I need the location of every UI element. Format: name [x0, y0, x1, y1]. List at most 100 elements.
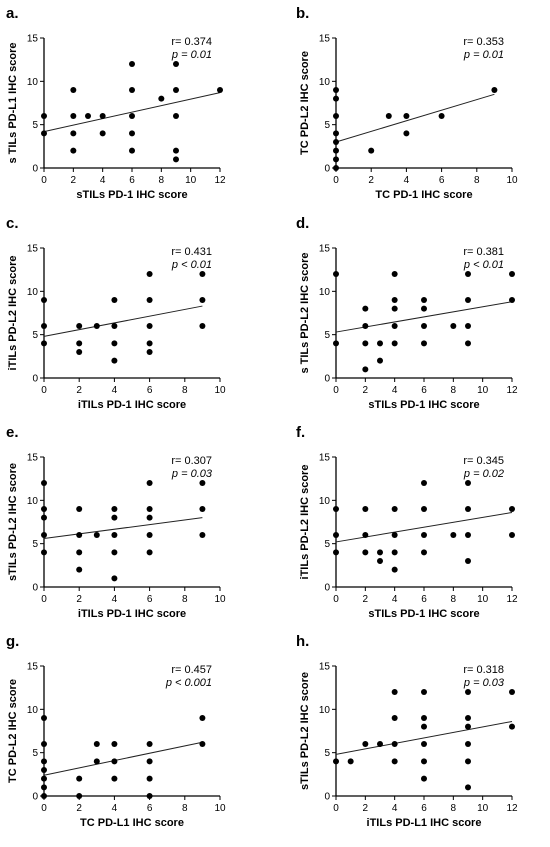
data-point: [465, 506, 471, 512]
panel-letter: g.: [6, 633, 19, 650]
data-point: [146, 549, 153, 556]
y-tick-label: 15: [27, 244, 39, 255]
data-point: [391, 758, 398, 765]
x-tick-label: 6: [129, 175, 135, 186]
x-tick-label: 2: [76, 803, 82, 814]
chart-panel: a. 0 5 10 15 0 2 4 6 8 10 12 sTILs PD-1 IHC score s T…: [6, 5, 226, 201]
data-point: [333, 130, 339, 137]
data-point: [377, 340, 383, 347]
data-point: [421, 689, 427, 695]
data-point: [199, 323, 206, 329]
y-tick-label: 10: [27, 496, 39, 507]
data-point: [450, 532, 457, 538]
y-tick-label: 0: [32, 374, 38, 385]
y-tick-label: 10: [319, 496, 331, 507]
data-point: [146, 480, 153, 486]
data-point: [41, 506, 47, 512]
data-point: [146, 775, 153, 782]
x-axis-label: TC PD-L1 IHC score: [80, 817, 184, 829]
data-point: [41, 793, 47, 799]
stat-r: r= 0.457: [171, 664, 212, 676]
data-point: [391, 506, 398, 512]
x-tick-label: 10: [477, 803, 489, 814]
x-axis-label: iTILs PD-1 IHC score: [78, 399, 186, 411]
panel-letter: h.: [296, 633, 309, 650]
x-tick-label: 8: [182, 594, 188, 605]
x-tick-label: 6: [421, 385, 427, 396]
data-point: [391, 305, 398, 312]
data-point: [333, 147, 339, 154]
data-point: [391, 323, 398, 329]
x-tick-label: 2: [363, 385, 369, 396]
y-tick-label: 15: [27, 453, 39, 464]
stat-r: r= 0.307: [171, 455, 212, 467]
data-point: [41, 767, 47, 773]
data-point: [146, 532, 153, 538]
panel-letter: b.: [296, 5, 309, 22]
y-tick-label: 10: [319, 287, 331, 298]
y-tick-label: 15: [27, 34, 39, 45]
data-point: [173, 147, 179, 154]
data-point: [76, 340, 83, 347]
data-point: [41, 715, 47, 721]
stat-p: p < 0.001: [165, 677, 212, 689]
data-point: [333, 113, 339, 119]
data-point: [362, 506, 369, 512]
x-tick-label: 0: [333, 175, 339, 186]
data-point: [362, 340, 369, 347]
data-point: [173, 61, 179, 67]
data-point: [129, 147, 135, 154]
data-point: [465, 297, 471, 303]
y-tick-label: 5: [32, 120, 38, 131]
data-point: [146, 514, 153, 521]
data-point: [368, 147, 375, 154]
y-axis-label: iTILs PD-L2 IHC score: [299, 465, 311, 580]
data-point: [99, 130, 106, 137]
data-point: [111, 506, 118, 512]
x-tick-label: 6: [421, 594, 427, 605]
panel-letter: e.: [6, 424, 19, 441]
data-point: [333, 506, 339, 512]
data-point: [421, 775, 427, 782]
data-point: [421, 715, 427, 721]
data-point: [41, 775, 47, 782]
data-point: [438, 113, 445, 119]
data-point: [41, 549, 47, 556]
x-axis-label: TC PD-1 IHC score: [375, 189, 472, 201]
panel-letter: c.: [6, 215, 19, 232]
y-tick-label: 15: [319, 34, 331, 45]
data-point: [70, 130, 77, 137]
x-tick-label: 12: [214, 175, 226, 186]
data-point: [93, 323, 100, 329]
stat-p: p < 0.01: [463, 259, 504, 271]
stat-p: p < 0.01: [171, 259, 212, 271]
data-point: [385, 113, 392, 119]
x-tick-label: 4: [404, 175, 410, 186]
data-point: [146, 323, 153, 329]
chart-panel: c. 0 5 10 15 0 2 4 6 8 10 iTILs PD-1 IHC score iTILs…: [6, 215, 226, 411]
data-point: [146, 340, 153, 347]
data-point: [421, 297, 427, 303]
data-point: [111, 775, 118, 782]
x-tick-label: 10: [477, 385, 489, 396]
data-point: [41, 297, 47, 303]
data-point: [146, 793, 153, 799]
data-point: [76, 506, 83, 512]
regression-line: [43, 305, 203, 337]
stat-p: p = 0.02: [463, 468, 504, 480]
data-point: [362, 741, 369, 747]
data-point: [111, 340, 118, 347]
data-point: [465, 758, 471, 765]
x-tick-label: 8: [451, 803, 457, 814]
data-point: [465, 340, 471, 347]
data-point: [465, 480, 471, 486]
chart-panel: g. 0 5 10 15 0 2 4 6 8 10 TC PD-L1 IHC score TC PD-L…: [6, 633, 226, 829]
data-point: [465, 715, 471, 721]
x-tick-label: 2: [363, 803, 369, 814]
data-point: [333, 532, 339, 538]
data-point: [93, 741, 100, 747]
data-point: [465, 271, 471, 277]
data-point: [465, 723, 471, 730]
data-point: [111, 549, 118, 556]
